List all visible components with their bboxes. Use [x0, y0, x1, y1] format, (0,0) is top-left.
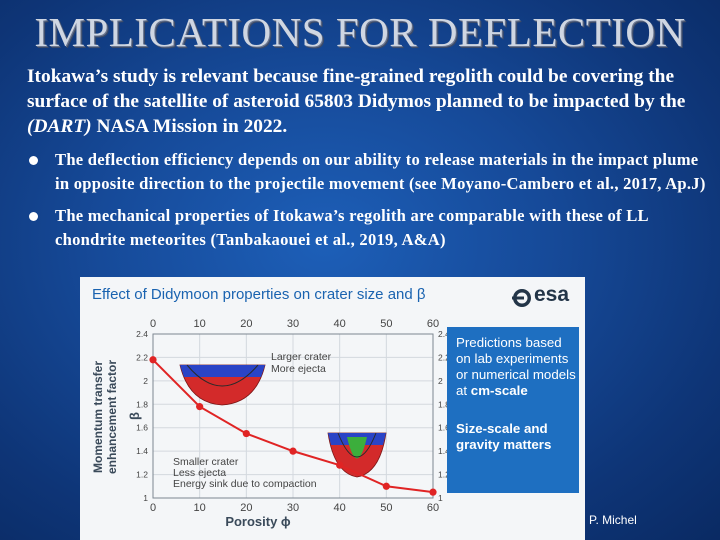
plot-frame: [152, 333, 434, 499]
y-tick-label-left: 2.2: [136, 352, 148, 362]
callout-scale: cm-scale: [470, 383, 528, 398]
bullet-list: The deflection efficiency depends on our…: [27, 148, 707, 260]
x-tick-label-top: 50: [380, 318, 392, 330]
large-crater-outline: [186, 364, 259, 387]
intro-paragraph: Itokawa’s study is relevant because fine…: [27, 64, 707, 139]
bullet-text: The mechanical properties of Itokawa’s r…: [55, 206, 648, 249]
y-tick-label-left: 1.8: [136, 399, 148, 409]
x-tick-label-top: 30: [287, 318, 299, 330]
x-tick-label-bottom: 30: [287, 502, 299, 514]
figure-title: Effect of Didymoon properties on crater …: [92, 286, 426, 303]
y-tick-label-left: 1.4: [136, 446, 148, 456]
y-tick-label-right: 1.2: [438, 470, 450, 480]
y-axis-symbol: β: [127, 412, 142, 420]
small-crater-compaction: [347, 437, 367, 459]
callout-text: Predictions based on lab experiments or …: [456, 335, 576, 398]
x-axis-label: Porosity ϕ: [225, 514, 291, 529]
y-axis-label: Momentum transferenhancement factor: [91, 360, 119, 474]
intro-text-2: NASA Mission in 2022.: [91, 116, 288, 137]
intro-mission-acronym: (DART): [27, 116, 92, 137]
x-tick-label-bottom: 60: [427, 502, 439, 514]
credit-label: P. Michel: [589, 513, 637, 527]
beta-data-point: [242, 429, 250, 438]
y-tick-label-right: 1.4: [438, 446, 450, 456]
beta-data-point: [196, 403, 204, 411]
y-tick-label-left: 1.6: [136, 423, 148, 433]
large-crater-surface: [180, 365, 265, 377]
x-tick-label-top: 20: [240, 318, 252, 330]
x-tick-label-top: 40: [334, 318, 346, 330]
x-tick-label-top: 0: [150, 318, 156, 330]
y-tick-label-left: 2.4: [136, 329, 148, 339]
esa-logo-text: esa: [534, 283, 570, 306]
esa-logo-icon: [512, 289, 531, 307]
x-tick-label-bottom: 40: [334, 502, 346, 514]
bullet-dot-icon: [29, 212, 38, 221]
x-tick-label-bottom: 50: [380, 502, 392, 514]
y-tick-label-left: 2: [143, 376, 148, 386]
small-crater-outline: [337, 432, 377, 458]
small-crater-annotation: Less ejecta: [173, 467, 226, 479]
large-crater-annotation: Larger crater: [271, 351, 332, 363]
small-crater-annotation: Smaller crater: [173, 456, 239, 468]
y-tick-label-right: 1: [438, 493, 443, 503]
x-tick-label-bottom: 0: [150, 502, 156, 514]
beta-data-point: [289, 447, 297, 455]
didymoon-figure: 0 0 10 10 20 20 30 30 40 40 50 50 60 60 1 1 1.2 1.2 1.4 1.4…: [80, 277, 585, 540]
beta-data-point: [429, 488, 437, 496]
y-tick-label-left: 1: [143, 493, 148, 503]
x-tick-label-top: 60: [427, 318, 439, 330]
y-tick-label-right: 2: [438, 376, 443, 386]
beta-data-point: [382, 482, 390, 490]
x-tick-label-top: 10: [194, 318, 206, 330]
bullet-item: The mechanical properties of Itokawa’s r…: [27, 204, 707, 252]
x-tick-label-bottom: 10: [194, 502, 206, 514]
beta-data-point: [149, 356, 157, 364]
large-crater-annotation: More ejecta: [271, 363, 326, 375]
bullet-dot-icon: [29, 156, 38, 165]
prediction-callout: Predictions based on lab experiments or …: [447, 327, 579, 493]
small-crater-annotation: Energy sink due to compaction: [173, 478, 317, 490]
y-tick-label-right: 2.2: [438, 352, 450, 362]
x-tick-label-bottom: 20: [240, 502, 252, 514]
bullet-item: The deflection efficiency depends on our…: [27, 148, 707, 196]
bullet-text: The deflection efficiency depends on our…: [55, 150, 706, 193]
y-tick-label-left: 1.2: [136, 470, 148, 480]
callout-conclusion: Size-scale and gravity matters: [456, 421, 552, 452]
slide-title: IMPLICATIONS FOR DEFLECTION: [34, 9, 686, 55]
y-tick-label-right: 1.6: [438, 423, 450, 433]
y-tick-label-right: 2.4: [438, 329, 450, 339]
beta-data-point: [336, 461, 344, 469]
y-tick-label-right: 1.8: [438, 399, 450, 409]
intro-text-1: Itokawa’s study is relevant because fine…: [27, 66, 686, 112]
